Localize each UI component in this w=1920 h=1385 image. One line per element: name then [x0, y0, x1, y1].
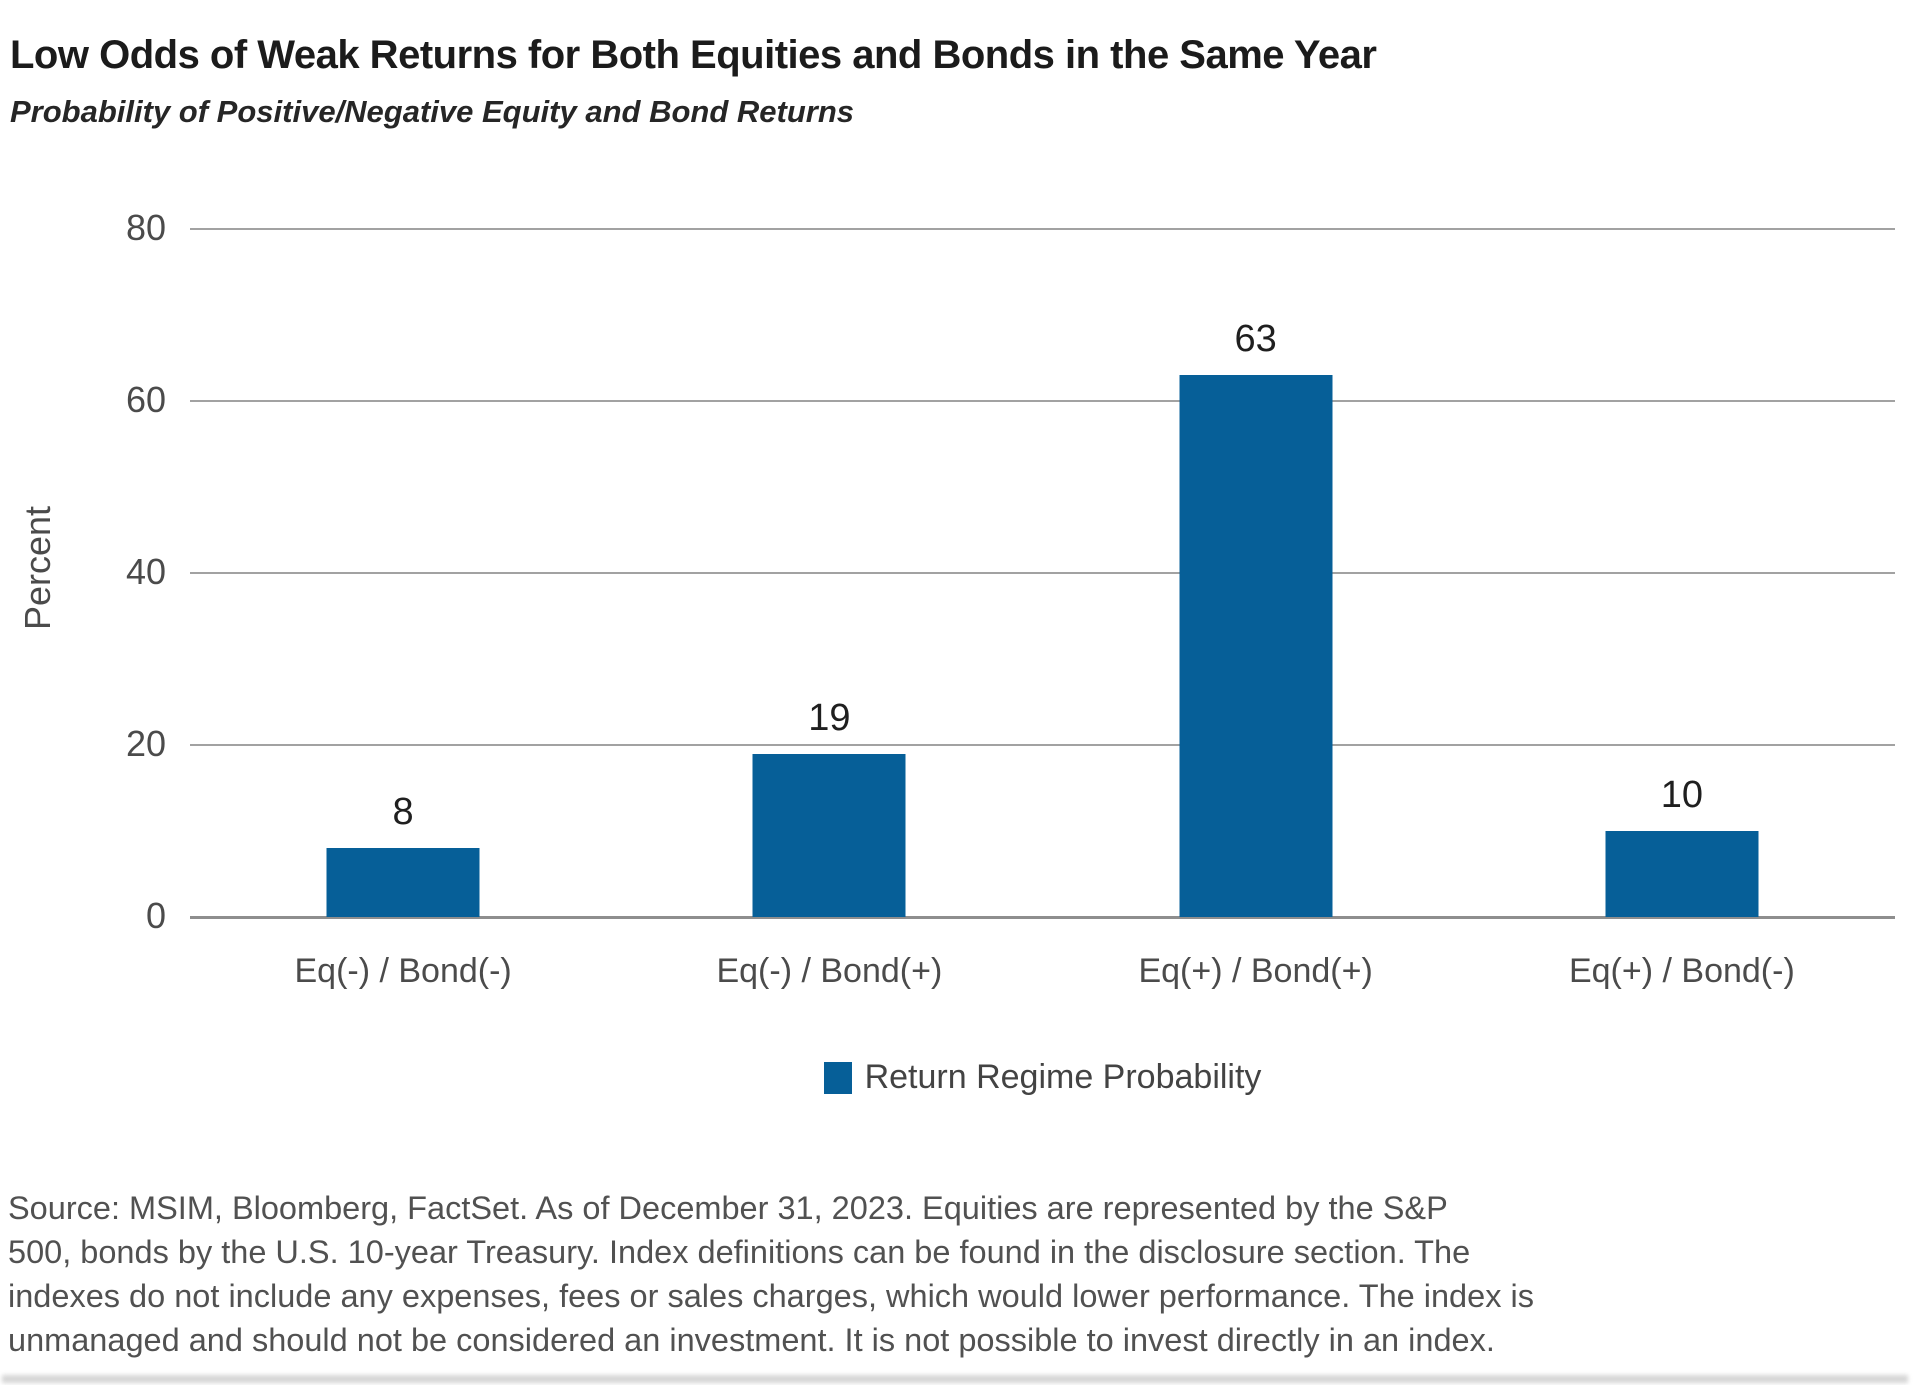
- bar-slot: 8: [190, 229, 616, 917]
- source-note-line: unmanaged and should not be considered a…: [8, 1322, 1495, 1358]
- page-title: Low Odds of Weak Returns for Both Equiti…: [10, 32, 1377, 77]
- y-tick-label: 60: [125, 379, 166, 421]
- gridline: [190, 916, 1895, 919]
- source-note-line: indexes do not include any expenses, fee…: [8, 1278, 1534, 1314]
- bar-value-label: 19: [808, 696, 851, 739]
- bar-value-label: 63: [1234, 318, 1277, 361]
- cropped-text-strip: [2, 1375, 1908, 1383]
- bar-value-label: 8: [392, 791, 414, 834]
- bar: [1179, 375, 1333, 917]
- bar: [1605, 831, 1759, 917]
- bar-slot: 10: [1469, 229, 1895, 917]
- legend-swatch-icon: [823, 1061, 852, 1094]
- x-axis-label: Eq(+) / Bond(-): [1568, 952, 1795, 990]
- x-axis-label: Eq(+) / Bond(+): [1138, 952, 1373, 990]
- plot-area: 80 60 40 20 0: [126, 207, 1895, 936]
- gridline: [190, 228, 1895, 230]
- page-subtitle: Probability of Positive/Negative Equity …: [10, 93, 855, 129]
- gridline: [190, 744, 1895, 746]
- bar-slot: 63: [1043, 229, 1469, 917]
- x-axis-labels: Eq(-) / Bond(-) Eq(-) / Bond(+) Eq(+) / Bo…: [190, 952, 1895, 991]
- source-note-line: 500, bonds by the U.S. 10-year Treasury.…: [8, 1234, 1471, 1270]
- y-tick-label: 80: [125, 207, 166, 249]
- bar: [752, 753, 906, 917]
- bar-series: 8 19 63 10: [190, 229, 1895, 917]
- legend-label: Return Regime Probability: [864, 1058, 1262, 1096]
- y-tick-label: 40: [125, 551, 166, 593]
- source-note-line: Source: MSIM, Bloomberg, FactSet. As of …: [8, 1190, 1448, 1226]
- source-note: Source: MSIM, Bloomberg, FactSet. As of …: [8, 1186, 1914, 1362]
- y-axis-title: Percent: [17, 505, 58, 631]
- bar-chart: Percent 80 60 40 20 0 8 19 63 10 Eq(-) / Bond(-…: [0, 130, 1920, 1140]
- bar-slot: 19: [616, 229, 1042, 917]
- x-axis-label: Eq(-) / Bond(+): [716, 952, 943, 990]
- chart-legend: Return Regime Probability: [190, 1058, 1895, 1097]
- bar-value-label: 10: [1660, 774, 1704, 816]
- y-tick-label: 20: [125, 723, 166, 765]
- bar: [326, 848, 480, 917]
- x-axis-label: Eq(-) / Bond(-): [294, 952, 512, 990]
- gridline: [190, 572, 1895, 574]
- y-tick-label: 0: [145, 895, 166, 937]
- gridline: [190, 400, 1895, 402]
